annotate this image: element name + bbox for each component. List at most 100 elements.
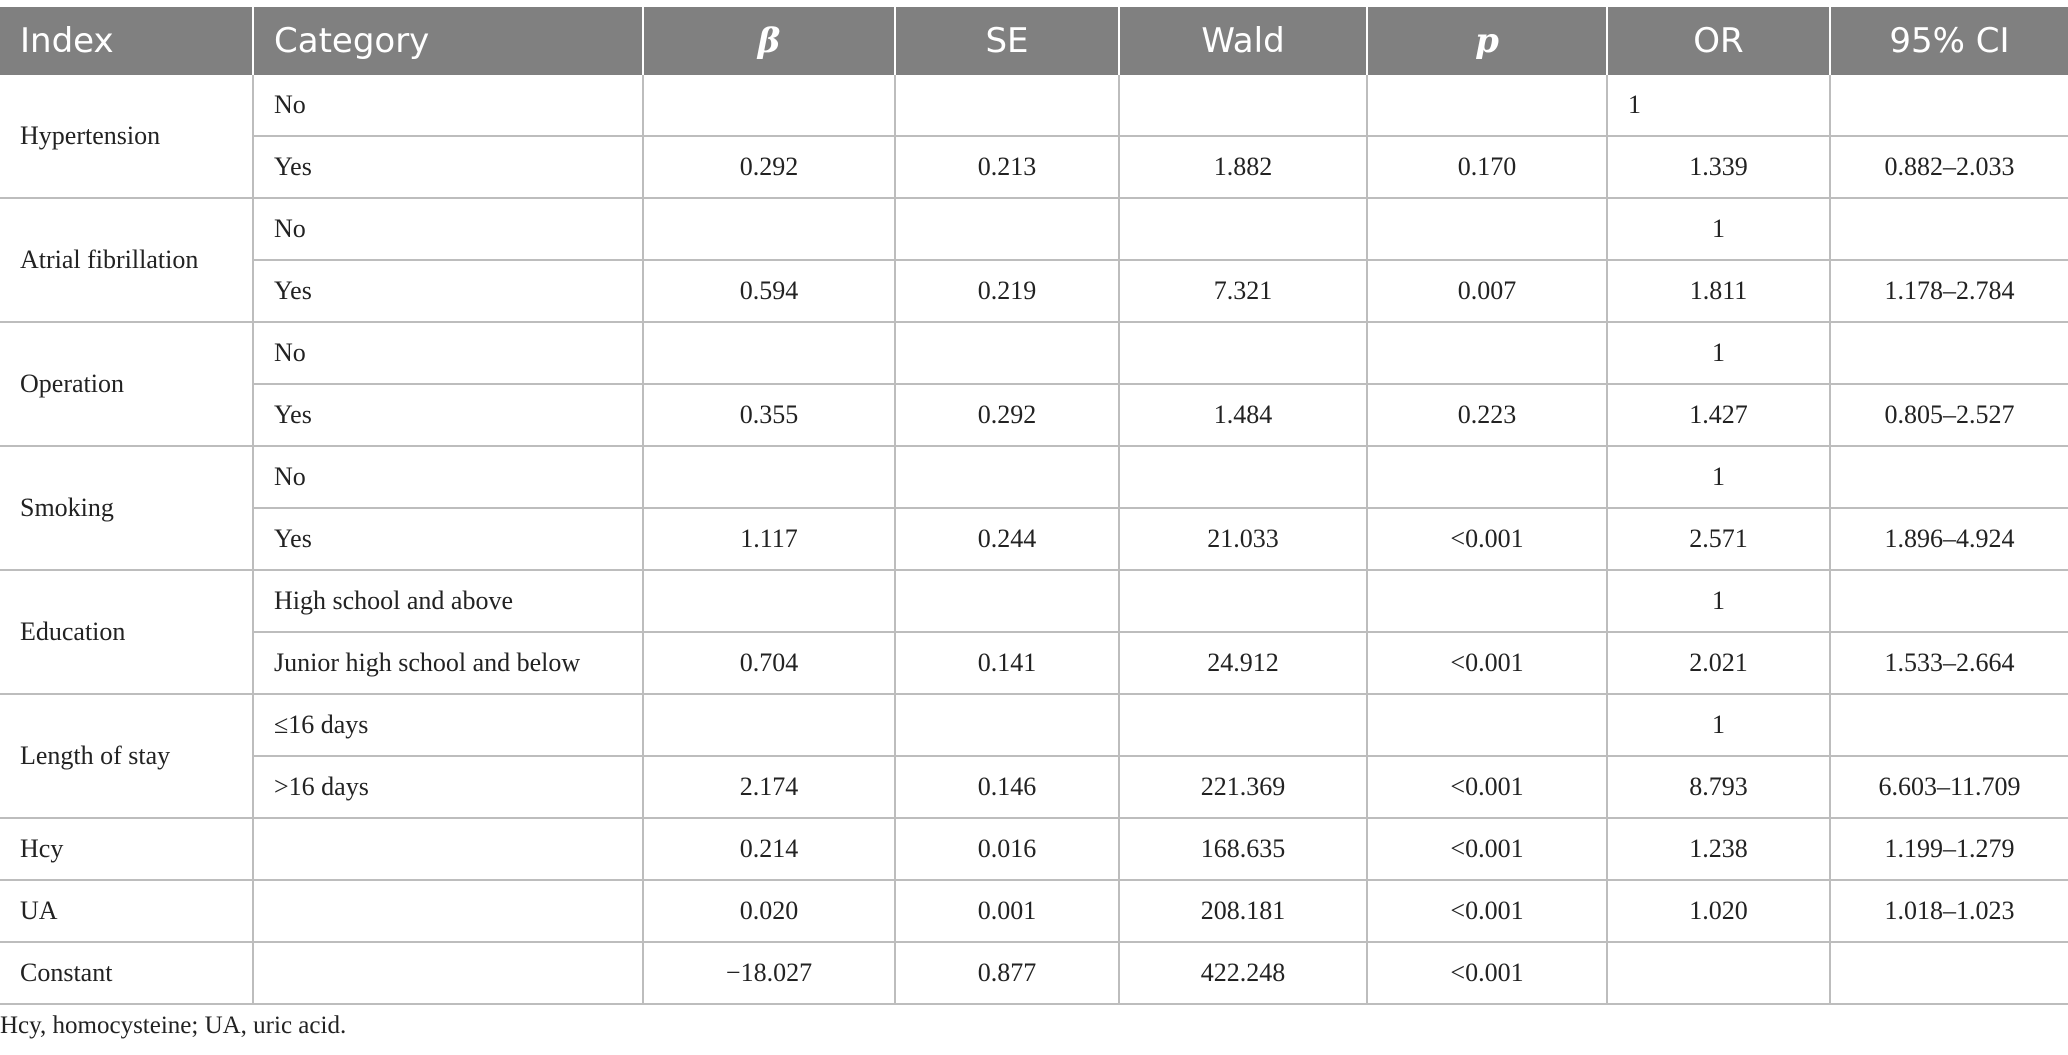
se-cell: 0.141 — [894, 631, 1120, 695]
index-cell: Operation — [0, 321, 254, 447]
category-cell — [252, 879, 644, 943]
index-cell: Hypertension — [0, 75, 254, 199]
table-row: Junior high school and below 0.704 0.141… — [0, 631, 2068, 695]
se-cell: 0.016 — [894, 817, 1120, 881]
wald-cell: 1.882 — [1118, 135, 1368, 199]
wald-cell: 1.484 — [1118, 383, 1368, 447]
beta-cell: 0.020 — [642, 879, 896, 943]
ci-cell: 1.199–1.279 — [1829, 817, 2068, 881]
category-cell: High school and above — [252, 569, 644, 633]
table-row: Yes 0.355 0.292 1.484 0.223 1.427 0.805–… — [0, 383, 2068, 447]
header-p: p — [1366, 7, 1607, 75]
se-cell: 0.001 — [894, 879, 1120, 943]
table-header: Index Category β SE Wald p OR 95% CI — [0, 7, 2068, 75]
ci-cell — [1829, 197, 2068, 261]
wald-cell: 24.912 — [1118, 631, 1368, 695]
category-cell — [252, 817, 644, 881]
table-row: Hypertension No 1 — [0, 75, 2068, 199]
wald-cell — [1118, 75, 1368, 137]
ci-cell — [1829, 941, 2068, 1005]
table-row: Constant −18.027 0.877 422.248 <0.001 — [0, 941, 2068, 1005]
p-cell — [1366, 321, 1608, 385]
wald-cell — [1118, 197, 1368, 261]
wald-cell — [1118, 321, 1368, 385]
table-row: Atrial fibrillation No 1 — [0, 197, 2068, 323]
or-cell: 1 — [1606, 569, 1831, 633]
or-cell: 1 — [1606, 445, 1831, 509]
se-cell: 0.877 — [894, 941, 1120, 1005]
p-cell: <0.001 — [1366, 507, 1608, 571]
ci-cell — [1829, 321, 2068, 385]
beta-cell: 0.704 — [642, 631, 896, 695]
beta-cell: 0.214 — [642, 817, 896, 881]
category-cell: No — [252, 321, 644, 385]
p-cell — [1366, 197, 1608, 261]
se-cell: 0.244 — [894, 507, 1120, 571]
beta-cell: 2.174 — [642, 755, 896, 819]
p-cell: <0.001 — [1366, 755, 1608, 819]
p-cell: <0.001 — [1366, 941, 1608, 1005]
p-cell — [1366, 693, 1608, 757]
category-cell: >16 days — [253, 755, 644, 819]
or-cell: 2.021 — [1606, 631, 1831, 695]
category-cell: ≤16 days — [252, 693, 644, 757]
header-or: OR — [1606, 7, 1830, 75]
se-cell: 0.292 — [894, 383, 1120, 447]
or-cell: 1.238 — [1606, 817, 1831, 881]
or-cell: 1.427 — [1606, 383, 1831, 447]
ci-cell — [1829, 693, 2068, 757]
table-row: Yes 1.117 0.244 21.033 <0.001 2.571 1.89… — [0, 507, 2068, 571]
wald-cell: 208.181 — [1118, 879, 1368, 943]
table-row: Smoking No 1 — [0, 445, 2068, 571]
table-row: UA 0.020 0.001 208.181 <0.001 1.020 1.01… — [0, 879, 2068, 943]
wald-cell — [1118, 569, 1368, 633]
table-body: Hypertension No 1 Yes 0.292 0.213 1.882 … — [0, 75, 2068, 1005]
ci-cell — [1829, 445, 2068, 509]
category-cell: No — [252, 75, 644, 137]
table-row: Length of stay ≤16 days 1 — [0, 693, 2068, 819]
beta-cell: 0.594 — [642, 259, 896, 323]
or-cell: 1.020 — [1606, 879, 1831, 943]
header-beta: β — [642, 7, 895, 75]
index-cell: Hcy — [0, 817, 254, 881]
p-cell: <0.001 — [1366, 879, 1608, 943]
ci-cell — [1829, 569, 2068, 633]
category-cell: Yes — [253, 259, 644, 323]
or-cell: 1 — [1606, 75, 1831, 137]
se-cell — [894, 75, 1120, 137]
ci-cell — [1829, 75, 2068, 137]
or-cell: 1 — [1606, 693, 1831, 757]
header-wald: Wald — [1118, 7, 1367, 75]
ci-cell: 1.018–1.023 — [1829, 879, 2068, 943]
beta-cell — [642, 197, 896, 261]
index-cell: Atrial fibrillation — [0, 197, 254, 323]
table-footnote: Hcy, homocysteine; UA, uric acid. — [0, 1012, 347, 1039]
beta-cell — [642, 75, 896, 137]
beta-cell — [642, 321, 896, 385]
table-row: Yes 0.594 0.219 7.321 0.007 1.811 1.178–… — [0, 259, 2068, 323]
p-cell: 0.223 — [1366, 383, 1608, 447]
beta-cell — [642, 445, 896, 509]
category-cell: No — [252, 197, 644, 261]
ci-cell: 0.805–2.527 — [1829, 383, 2068, 447]
ci-cell: 1.533–2.664 — [1829, 631, 2068, 695]
or-cell: 8.793 — [1606, 755, 1831, 819]
se-cell — [894, 569, 1120, 633]
header-ci: 95% CI — [1829, 7, 2068, 75]
or-cell: 1 — [1606, 321, 1831, 385]
or-cell: 1 — [1606, 197, 1831, 261]
beta-cell: 1.117 — [642, 507, 896, 571]
wald-cell: 168.635 — [1118, 817, 1368, 881]
category-cell: Yes — [253, 135, 644, 199]
or-cell — [1606, 941, 1831, 1005]
beta-cell: −18.027 — [642, 941, 896, 1005]
or-cell: 1.811 — [1606, 259, 1831, 323]
ci-cell: 1.896–4.924 — [1829, 507, 2068, 571]
se-cell — [894, 321, 1120, 385]
table-row: Operation No 1 — [0, 321, 2068, 447]
wald-cell — [1118, 445, 1368, 509]
index-cell: UA — [0, 879, 254, 943]
results-table-wrapper: Index Category β SE Wald p OR 95% CI Hyp… — [0, 7, 2068, 1005]
header-category: Category — [252, 7, 643, 75]
wald-cell: 7.321 — [1118, 259, 1368, 323]
